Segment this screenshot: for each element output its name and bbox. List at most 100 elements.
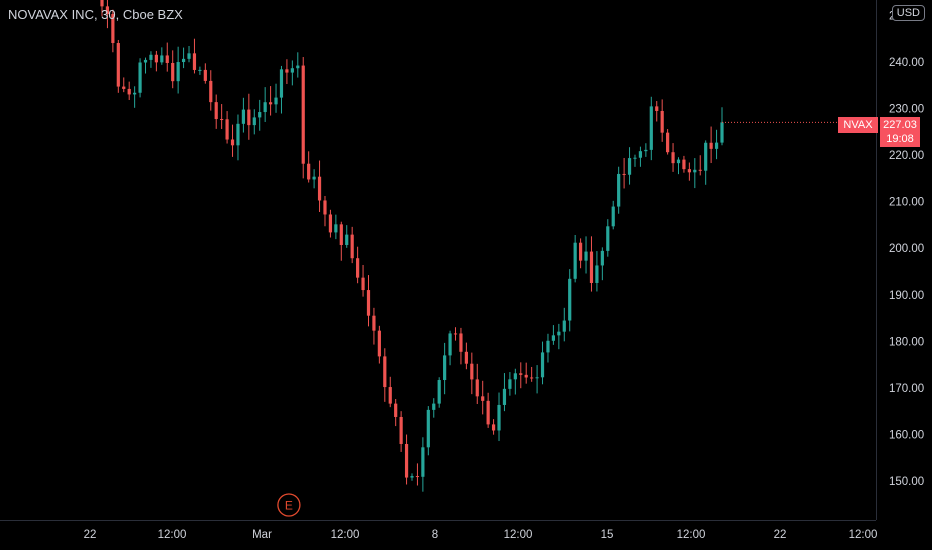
candle-body — [296, 65, 300, 69]
candle-body — [633, 157, 637, 159]
candle-body — [143, 59, 148, 63]
candle — [513, 368, 517, 395]
candle-body — [171, 62, 175, 82]
candle-body — [519, 373, 523, 375]
candle-body — [317, 176, 322, 201]
candle — [247, 93, 251, 140]
candle — [655, 101, 659, 122]
candle-body — [230, 139, 235, 146]
candle — [203, 63, 207, 84]
candle — [176, 46, 180, 94]
y-tick-label: 230.00 — [889, 104, 924, 116]
candle — [296, 52, 300, 78]
candle-body — [339, 224, 343, 245]
candle-body — [486, 400, 490, 425]
candle — [644, 143, 648, 157]
candle — [557, 323, 561, 350]
candle-body — [399, 416, 403, 444]
candle — [660, 99, 664, 142]
x-tick-label: 12:00 — [677, 529, 706, 541]
candle-body — [181, 58, 186, 63]
candle-body — [372, 315, 376, 331]
candle — [323, 195, 327, 227]
candle — [187, 45, 191, 63]
earnings-label: E — [285, 499, 293, 513]
candle-body — [497, 404, 501, 431]
candle-body — [687, 169, 691, 173]
candle — [154, 50, 158, 72]
last-price-value: 227.03 — [883, 119, 917, 131]
candle — [437, 377, 441, 408]
candle-body — [481, 396, 485, 401]
candle-body — [290, 68, 294, 73]
candle — [546, 333, 550, 363]
candle-body — [388, 387, 392, 404]
candle — [459, 327, 463, 365]
candle — [285, 59, 289, 85]
candle-body — [274, 97, 278, 105]
currency-button[interactable]: USD — [891, 5, 925, 21]
candle — [252, 109, 256, 135]
last-price-tag: 227.03 19:08 — [880, 117, 920, 147]
candle — [263, 87, 267, 122]
candle-body — [350, 234, 354, 259]
candle — [377, 325, 381, 364]
candle-body — [160, 55, 164, 63]
x-tick-label: 12:00 — [849, 529, 878, 541]
candle — [116, 39, 120, 93]
candle — [693, 158, 697, 189]
y-tick-label: 240.00 — [889, 57, 924, 69]
candle — [464, 342, 468, 370]
chart-legend-title: NOVAVAX INC, 30, Cboe BZX — [8, 7, 183, 22]
candle-body — [268, 102, 273, 105]
candle-body — [557, 331, 561, 336]
x-tick-label: 22 — [84, 529, 97, 541]
candle-body — [328, 214, 333, 233]
x-tick-label: 15 — [601, 529, 614, 541]
candle — [611, 200, 615, 230]
candle — [475, 363, 479, 405]
candle-body — [192, 53, 197, 70]
candle — [165, 42, 169, 72]
candle-body — [187, 53, 191, 59]
candle — [328, 209, 333, 238]
earnings-circle — [277, 493, 301, 517]
candles — [100, 0, 876, 492]
candle — [127, 81, 131, 100]
candle — [317, 160, 322, 212]
candle-body — [285, 69, 289, 73]
candle — [470, 352, 474, 395]
candle — [143, 57, 148, 74]
candle-body — [432, 403, 436, 410]
candle-body — [453, 333, 458, 335]
candle — [133, 86, 137, 108]
candle — [198, 66, 202, 75]
candle-body — [513, 373, 517, 380]
candle — [714, 129, 719, 160]
candle-body — [638, 151, 643, 158]
candle — [138, 58, 142, 98]
candle-body — [301, 65, 305, 164]
candle-body — [198, 69, 202, 71]
candle-body — [459, 333, 463, 352]
candle — [600, 247, 604, 281]
candle-body — [236, 123, 240, 146]
candle — [530, 366, 534, 382]
candle — [383, 348, 387, 402]
candle — [230, 124, 235, 157]
candle-body — [361, 277, 365, 291]
candle-body — [676, 159, 681, 164]
y-tick-label: 220.00 — [889, 150, 924, 162]
candle — [491, 419, 496, 435]
x-tick-label: 12:00 — [331, 529, 360, 541]
bar-countdown: 19:08 — [886, 133, 914, 145]
candle-body — [709, 142, 713, 149]
candle-body — [551, 335, 556, 341]
candle-body — [611, 206, 615, 227]
candle-body — [323, 200, 327, 215]
candle-body — [252, 117, 256, 126]
candle — [307, 151, 311, 183]
candle-body — [666, 132, 670, 153]
candle-body — [105, 6, 110, 15]
